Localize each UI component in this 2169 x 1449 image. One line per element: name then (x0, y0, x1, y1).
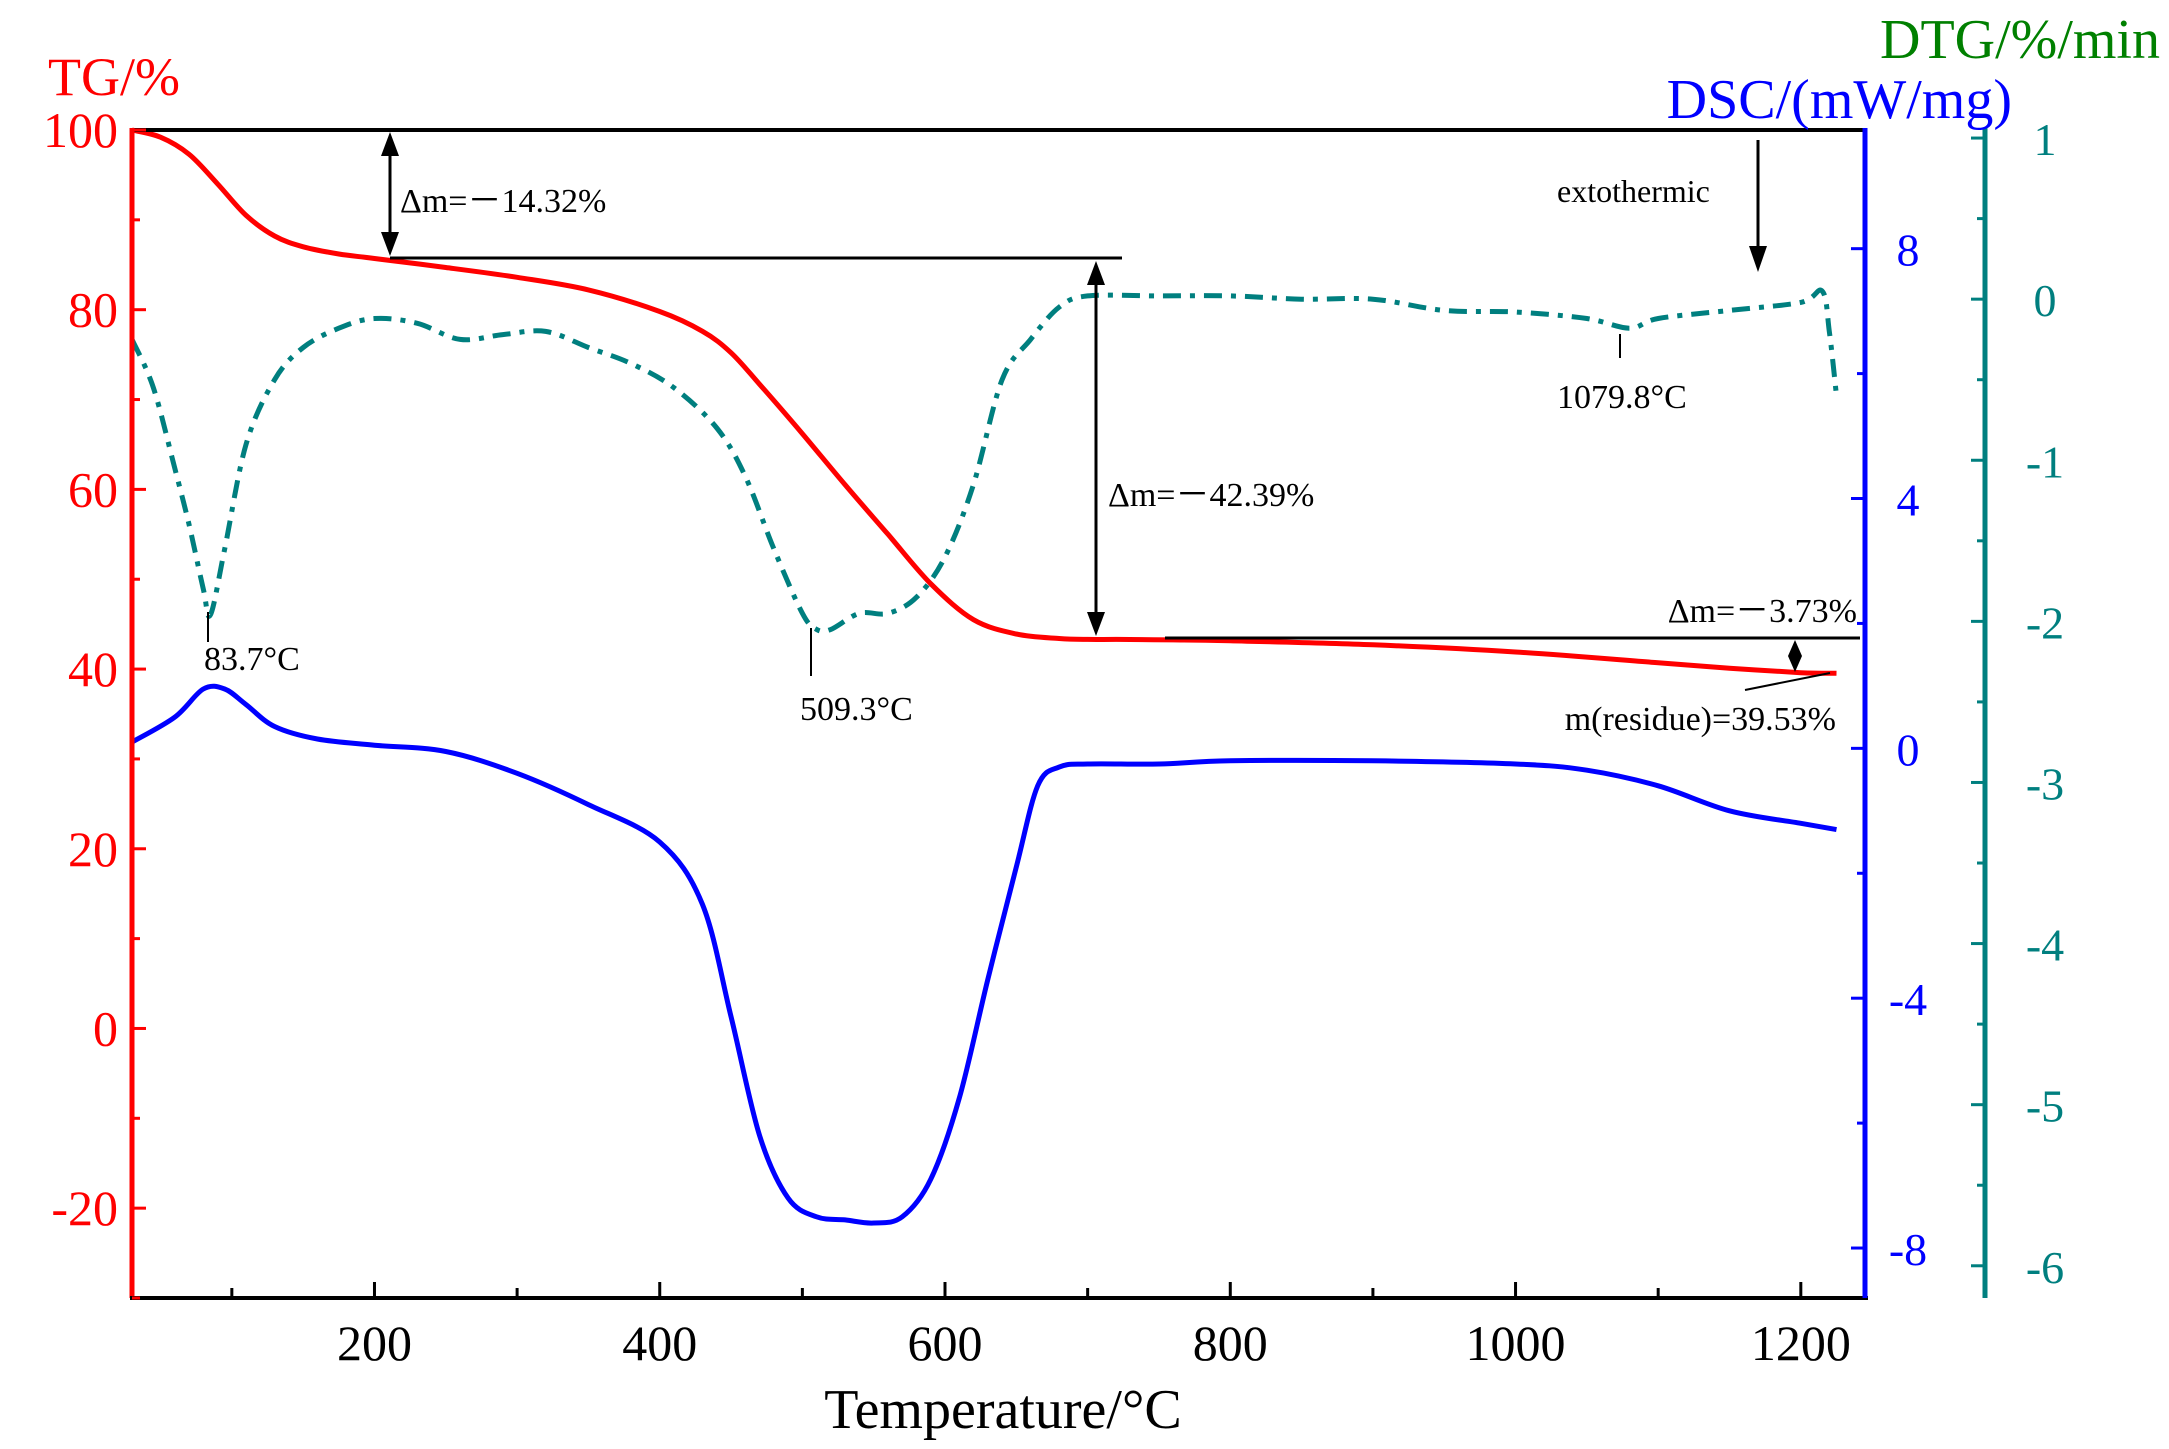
series-layer (129, 127, 1839, 1226)
dm2-arrow-head-bottom (1087, 612, 1105, 636)
dtg-tick-label: -2 (2026, 597, 2064, 648)
x-tick-label: 600 (908, 1315, 983, 1371)
ticks-layer: 200 400 600 800 1000 1200-20020406080100-8-40… (43, 102, 2064, 1371)
dm2-arrow-head-top (1087, 261, 1105, 285)
dtg-tick-label: -1 (2026, 436, 2064, 487)
exo-label: extothermic (1557, 173, 1710, 209)
tg-tick-label: 60 (68, 461, 118, 517)
dtg-tick-label: -5 (2026, 1081, 2064, 1132)
dm3-arrow-head-top (1788, 640, 1802, 656)
tg-tick-label: 20 (68, 821, 118, 877)
exo-arrow-head (1749, 246, 1767, 272)
dsc-tick-label: -4 (1889, 974, 1927, 1025)
x-tick-label: 400 (622, 1315, 697, 1371)
annotation-layer: Δm=－14.32% Δm=－42.39% Δm=－3.73% m(residu… (132, 128, 1865, 738)
dm1-label: Δm=－14.32% (400, 183, 606, 220)
tg-tick-label: 80 (68, 282, 118, 338)
dm3-arrow-head-bottom (1788, 656, 1802, 672)
tg-tick-label: 40 (68, 641, 118, 697)
tg-tick-label: 100 (43, 102, 118, 158)
dsc-curve (130, 683, 1837, 1226)
axes-layer: 200 400 600 800 1000 1200-20020406080100-8-40… (43, 102, 2064, 1371)
x-axis-title: Temperature/°C (824, 1379, 1181, 1441)
dsc-tick-label: -8 (1889, 1224, 1927, 1275)
dtg-axis-title: DTG/%/min (1880, 9, 2160, 71)
peak1-label: 83.7°C (204, 641, 300, 678)
dtg-tick-label: -6 (2026, 1242, 2064, 1293)
residue-leader (1744, 672, 1831, 691)
dtg-tick-label: 0 (2034, 275, 2057, 326)
peak2-label: 509.3°C (800, 691, 913, 728)
x-tick-label: 1000 (1466, 1315, 1566, 1371)
tg-tick-label: 0 (93, 1000, 118, 1056)
dm3-label: Δm=－3.73% (1668, 593, 1857, 630)
dsc-tick-label: 0 (1897, 724, 1920, 775)
dsc-tick-label: 8 (1897, 225, 1920, 276)
tg-tick-label: -20 (51, 1180, 118, 1236)
dtg-tick-label: 1 (2034, 114, 2057, 165)
dsc-tick-label: 4 (1897, 475, 1920, 526)
dsc-axis-title: DSC/(mW/mg) (1667, 69, 2012, 131)
x-tick-label: 200 (337, 1315, 412, 1371)
tg-axis-title: TG/% (48, 47, 180, 107)
x-tick-label: 800 (1193, 1315, 1268, 1371)
tg-curve (131, 127, 1837, 676)
residue-label: m(residue)=39.53% (1565, 701, 1836, 738)
dm2-label: Δm=－42.39% (1108, 477, 1314, 514)
dtg-tick-label: -3 (2026, 758, 2064, 809)
dtg-curve (129, 287, 1839, 634)
peak3-label: 1079.8°C (1557, 379, 1687, 416)
dm1-arrow-head-top (381, 132, 399, 156)
dtg-tick-label: -4 (2026, 920, 2064, 971)
x-tick-label: 1200 (1751, 1315, 1851, 1371)
dm1-arrow-head-bottom (381, 232, 399, 256)
